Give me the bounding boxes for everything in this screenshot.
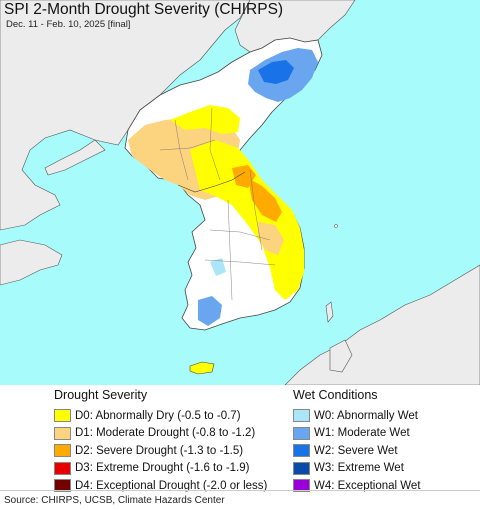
- legend-item-w3: W3: Extreme Wet: [293, 460, 421, 478]
- tsushima-island: [325, 301, 334, 323]
- legend-label-d4: D4: Exceptional Drought (-2.0 or less): [75, 479, 268, 492]
- legend-item-d1: D1: Moderate Drought (-0.8 to -1.2): [54, 425, 267, 443]
- legend-item-d0: D0: Abnormally Dry (-0.5 to -0.7): [54, 407, 267, 425]
- d1-south-east: [258, 222, 284, 255]
- d0-north: [170, 105, 240, 134]
- wet-legend: Wet Conditions W0: Abnormally Wet W1: Mo…: [293, 388, 421, 495]
- footer-divider: [0, 490, 480, 491]
- drought-map: [0, 0, 480, 385]
- legend-label-w3: W3: Extreme Wet: [314, 462, 404, 475]
- map-title: SPI 2-Month Drought Severity (CHIRPS): [4, 1, 284, 18]
- drought-legend-title: Drought Severity: [54, 388, 148, 402]
- map-subtitle: Dec. 11 - Feb. 10, 2025 [final]: [6, 19, 131, 30]
- legend-label-w4: W4: Exceptional Wet: [314, 479, 421, 492]
- legend-label-d3: D3: Extreme Drought (-1.6 to -1.9): [75, 462, 250, 475]
- swatch-d3: [54, 461, 71, 475]
- swatch-w3: [293, 461, 310, 475]
- legend-item-w0: W0: Abnormally Wet: [293, 407, 421, 425]
- w1-south-coast: [198, 296, 222, 326]
- shandong-peninsula: [0, 239, 63, 286]
- swatch-d0: [54, 409, 71, 423]
- legend-item-w4: W4: Exceptional Wet: [293, 477, 421, 495]
- swatch-w4: [293, 479, 310, 493]
- legend-label-w0: W0: Abnormally Wet: [314, 409, 418, 422]
- w0-south-west: [210, 258, 226, 276]
- province-lines: [159, 107, 276, 301]
- swatch-w0: [293, 409, 310, 423]
- legend-label-d1: D1: Moderate Drought (-0.8 to -1.2): [75, 427, 256, 440]
- liaodong-peninsula: [44, 139, 106, 176]
- wet-legend-title: Wet Conditions: [293, 388, 378, 402]
- swatch-d1: [54, 426, 71, 440]
- legend-item-w1: W1: Moderate Wet: [293, 425, 421, 443]
- swatch-d4: [54, 479, 71, 493]
- drought-legend: Drought Severity D0: Abnormally Dry (-0.…: [54, 388, 267, 495]
- jeju-island: [189, 361, 215, 375]
- swatch-w1: [293, 426, 310, 440]
- legend-item-d4: D4: Exceptional Drought (-2.0 or less): [54, 477, 267, 495]
- swatch-w2: [293, 444, 310, 458]
- title-block: SPI 2-Month Drought Severity (CHIRPS) De…: [4, 0, 283, 30]
- d0-central: [190, 140, 304, 300]
- legend-label-w1: W1: Moderate Wet: [314, 427, 410, 440]
- dmz-line: [177, 171, 246, 193]
- legend-label-d0: D0: Abnormally Dry (-0.5 to -0.7): [75, 409, 241, 422]
- legend-item-d3: D3: Extreme Drought (-1.6 to -1.9): [54, 460, 267, 478]
- w2-north-east: [258, 60, 294, 84]
- ulleung-island: [334, 224, 338, 228]
- japan-kyushu: [329, 339, 353, 373]
- swatch-d2: [54, 444, 71, 458]
- legend-item-d2: D2: Severe Drought (-1.3 to -1.5): [54, 442, 267, 460]
- source-credit: Source: CHIRPS, UCSB, Climate Hazards Ce…: [4, 495, 225, 506]
- legend-label-w2: W2: Severe Wet: [314, 444, 398, 457]
- legend-label-d2: D2: Severe Drought (-1.3 to -1.5): [75, 444, 244, 457]
- legend-item-w2: W2: Severe Wet: [293, 442, 421, 460]
- d2-east-coast: [248, 178, 282, 222]
